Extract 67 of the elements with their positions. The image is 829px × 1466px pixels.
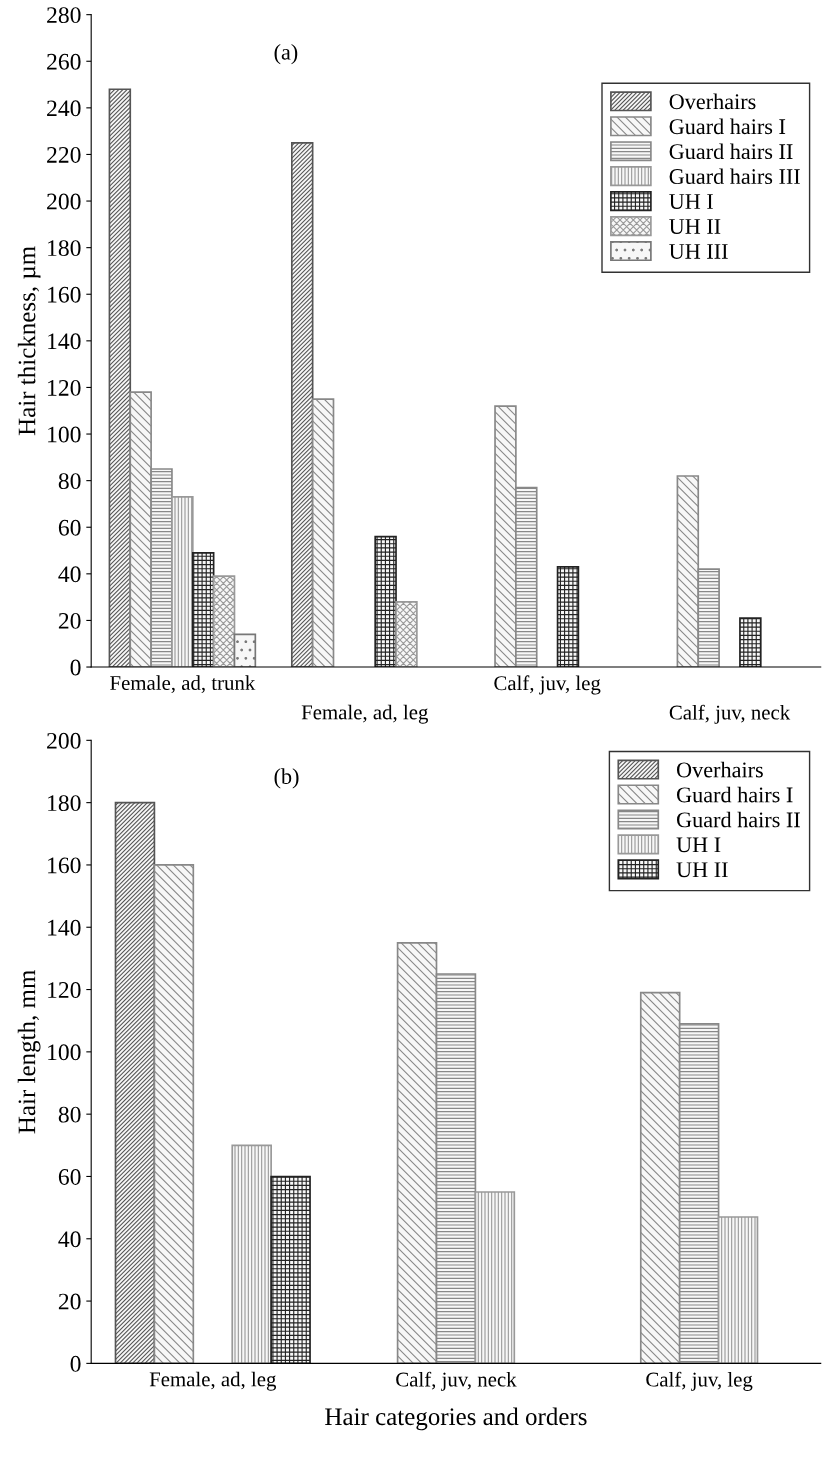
x-tick-label: Female, ad, leg	[149, 1371, 277, 1391]
bar	[171, 496, 194, 668]
y-tick-label: 0	[70, 659, 81, 676]
bar	[114, 801, 156, 1364]
y-tick-label: 0	[70, 1355, 81, 1372]
y-tick-label: 80	[58, 1106, 81, 1123]
x-tick-label: Female, ad, trunk	[110, 675, 256, 694]
y-tick-label: 160	[48, 286, 81, 303]
bar	[153, 864, 195, 1364]
y-tick-label: 160	[48, 857, 81, 874]
y-tick-label: 60	[58, 519, 81, 536]
legend-label: Overhairs	[669, 93, 756, 110]
y-tick-label: 100	[48, 1044, 81, 1061]
bar	[556, 566, 580, 668]
y-tick-label: 40	[58, 566, 81, 583]
annotation: (b)	[274, 768, 299, 789]
legend-label: Guard hairs I	[676, 786, 793, 803]
bar	[191, 552, 215, 668]
y-tick-label: 100	[48, 426, 81, 443]
bar	[290, 141, 314, 668]
x-tick-label: Calf, juv, leg	[494, 675, 601, 695]
y-tick-label: 200	[47, 732, 81, 749]
annotation: (a)	[274, 44, 298, 65]
bar	[374, 535, 397, 668]
y-tick-label: 240	[47, 100, 81, 117]
bar	[108, 88, 132, 668]
y-tick-label: 260	[47, 53, 81, 70]
y-tick-label: 280	[47, 7, 81, 24]
legend-label: Guard hairs II	[676, 811, 800, 828]
x-axis-title: Hair categories and orders	[325, 1407, 587, 1431]
bar	[311, 398, 335, 668]
x-tick-label: Calf, juv, neck	[396, 1371, 517, 1391]
legend-label: Guard hairs II	[669, 143, 793, 160]
y-tick-label: 220	[47, 146, 81, 163]
legend-label: UH III	[669, 244, 728, 259]
y-tick-label: 80	[58, 473, 81, 490]
y-tick-label: 200	[47, 193, 81, 210]
legend-label: UH I	[669, 194, 713, 209]
y-tick-label: 140	[48, 919, 81, 936]
y-axis-title: Hair length, mm	[17, 969, 41, 1134]
y-tick-label: 180	[48, 795, 81, 812]
x-tick-label: Calf, juv, leg	[646, 1371, 753, 1391]
y-tick-label: 120	[48, 982, 81, 998]
y-tick-label: 20	[58, 1293, 81, 1310]
bar	[395, 600, 418, 668]
legend-label: Overhairs	[676, 761, 763, 778]
bar	[233, 633, 257, 668]
y-tick-label: 140	[48, 333, 81, 350]
x-tick-label: Calf, juv, neck	[669, 704, 791, 724]
bar	[717, 1216, 759, 1364]
legend-label: Guard hairs III	[669, 168, 800, 185]
bar	[739, 617, 762, 668]
legend-label: UH I	[676, 837, 721, 853]
bar	[212, 575, 236, 668]
legend-label: UH II	[676, 862, 728, 878]
legend-label: Guard hairs I	[669, 118, 786, 135]
y-tick-label: 20	[58, 612, 81, 629]
y-axis-title: Hair thickness, µm	[17, 246, 41, 436]
y-tick-label: 180	[48, 240, 81, 257]
y-tick-label: 60	[58, 1168, 81, 1185]
y-tick-label: 40	[58, 1231, 81, 1248]
legend-label: UH II	[669, 219, 721, 234]
x-tick-label: Female, ad, leg	[301, 704, 428, 724]
bar	[231, 1144, 272, 1364]
bar	[474, 1191, 516, 1364]
bar	[270, 1175, 311, 1364]
y-tick-label: 120	[48, 379, 81, 396]
